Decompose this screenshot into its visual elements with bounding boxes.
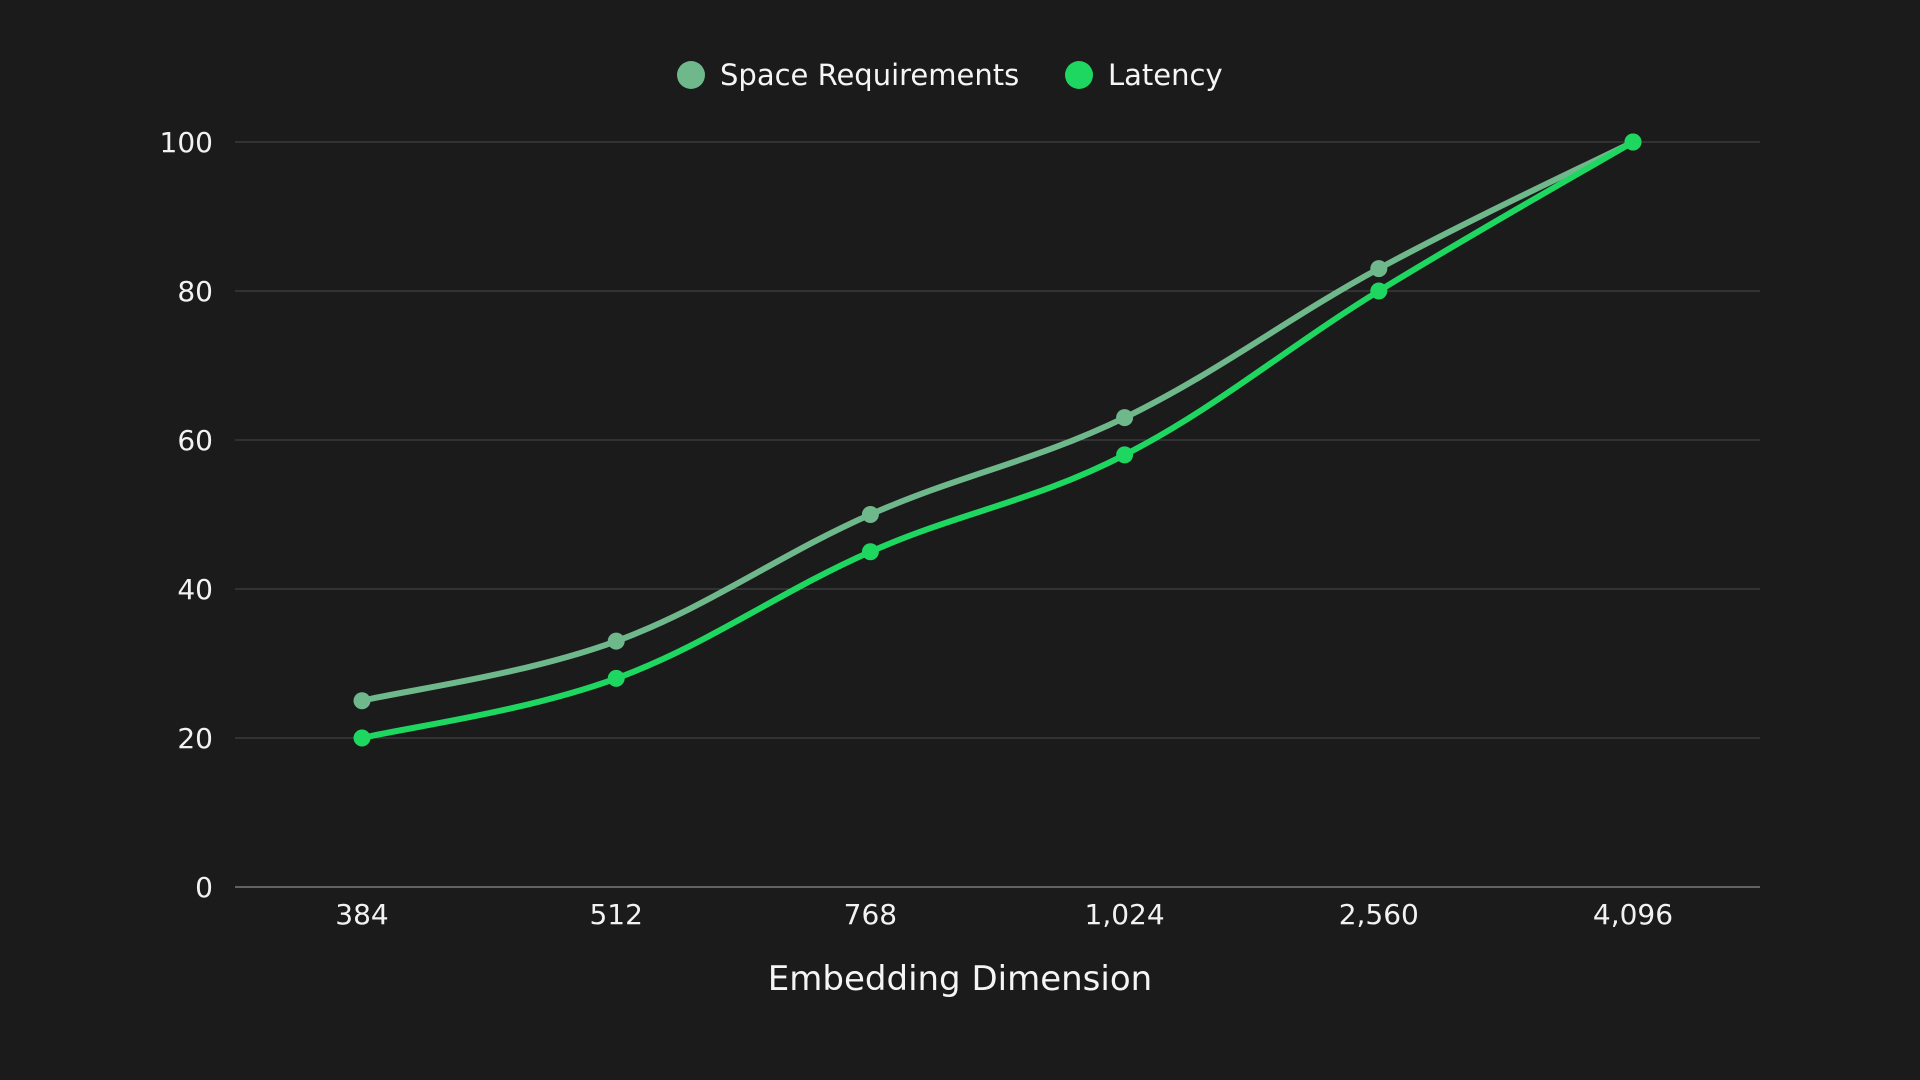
data-point-latency [1116,446,1134,464]
data-point-space-requirements [1370,260,1388,278]
x-tick-label: 768 [844,898,897,931]
series-line-space-requirements [359,139,1636,704]
grid-lines [235,141,1760,888]
y-axis-ticks: 0 20 40 60 80 100 [160,126,213,904]
data-point-space-requirements [607,632,625,650]
data-point-space-requirements [1116,409,1134,427]
series-line-latency [359,139,1636,741]
legend-label-latency: Latency [1108,58,1223,92]
x-tick-label: 2,560 [1339,898,1419,931]
series-lines [359,139,1636,741]
data-point-space-requirements [861,506,879,523]
y-tick-label: 0 [195,871,213,904]
data-points [353,133,1642,747]
legend-marker-space-requirements [677,61,705,89]
y-tick-label: 40 [177,573,213,606]
y-tick-label: 80 [177,275,213,308]
data-point-latency [861,543,879,561]
x-tick-label: 512 [589,898,642,931]
x-tick-label: 1,024 [1085,898,1165,931]
y-tick-label: 100 [160,126,213,159]
data-point-latency [1370,282,1388,300]
legend-label-space-requirements: Space Requirements [720,58,1019,92]
data-point-latency [1624,133,1642,151]
y-tick-label: 20 [177,722,213,755]
x-axis-title: Embedding Dimension [768,959,1152,999]
x-tick-label: 384 [335,898,388,931]
legend: Space Requirements Latency [677,58,1223,92]
data-point-space-requirements [353,692,371,710]
x-axis-ticks: 384 512 768 1,024 2,560 4,096 [335,898,1673,931]
x-tick-label: 4,096 [1593,898,1673,931]
data-point-latency [353,729,371,747]
y-tick-label: 60 [177,424,213,457]
legend-marker-latency [1065,61,1093,89]
data-point-latency [607,669,625,687]
